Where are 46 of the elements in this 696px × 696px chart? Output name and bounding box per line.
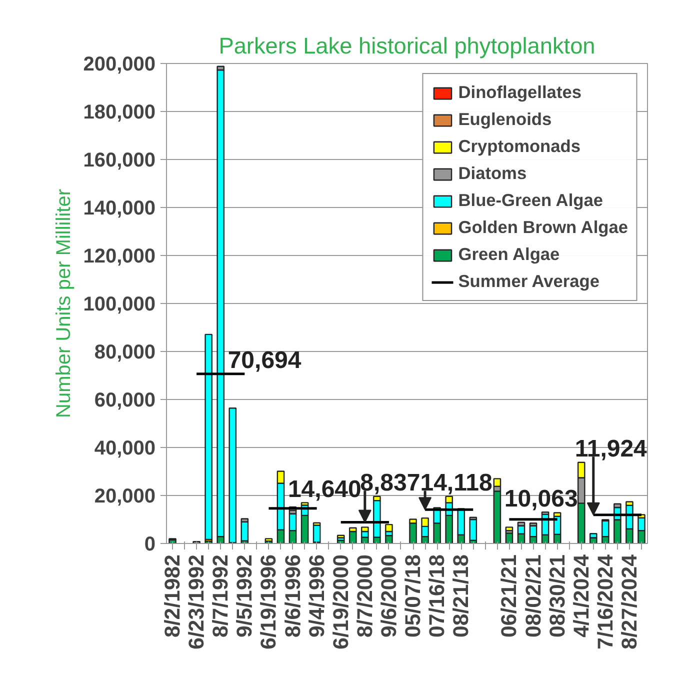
- legend-label: Dinoflagellates: [458, 82, 582, 103]
- x-tick-label: 08/21/18: [449, 554, 474, 638]
- chart-title: Parkers Lake historical phytoplankton: [218, 32, 596, 58]
- x-tick-label: 8/7/1992: [208, 554, 233, 638]
- legend-label: Diatoms: [458, 163, 527, 184]
- x-tick-label: 8/6/1996: [280, 554, 305, 638]
- x-tick-label: 4/1/2024: [569, 554, 594, 638]
- data-label: 10,063: [504, 485, 578, 512]
- legend-label: Cryptomonads: [458, 136, 581, 157]
- x-tick-label: 06/21/21: [497, 554, 522, 638]
- data-label: 14,118: [420, 470, 492, 497]
- x-tick-label: 6/19/1996: [256, 554, 281, 650]
- x-tick-label: 07/16/18: [425, 554, 450, 638]
- legend-label: Blue-Green Algae: [458, 190, 603, 211]
- data-label: 70,694: [228, 347, 302, 374]
- legend-label: Golden Brown Algae: [458, 217, 628, 238]
- y-tick-label: 40,000: [94, 438, 156, 460]
- data-label: 14,640: [288, 476, 362, 503]
- legend-label: Euglenoids: [458, 109, 552, 130]
- x-tick-label: 08/30/21: [545, 554, 570, 638]
- x-tick-label: 6/23/1992: [184, 554, 209, 650]
- x-tick-label: 08/02/21: [521, 554, 546, 638]
- y-tick-label: 20,000: [94, 486, 156, 508]
- y-axis-title: Number Units per Milliliter: [53, 188, 76, 418]
- y-tick-label: 180,000: [83, 102, 156, 124]
- y-tick-label: 80,000: [94, 342, 156, 364]
- legend-label: Green Algae: [458, 244, 560, 265]
- x-tick-label: 8/27/2024: [617, 554, 642, 650]
- legend-label: Summer Average: [458, 271, 600, 292]
- y-tick-label: 100,000: [83, 294, 156, 316]
- x-tick-label: 9/5/1992: [232, 554, 257, 638]
- y-tick-label: 120,000: [83, 246, 156, 268]
- data-label: 11,924: [574, 436, 648, 463]
- y-tick-label: 200,000: [83, 54, 156, 76]
- x-tick-label: 9/6/2000: [376, 554, 401, 638]
- y-tick-label: 160,000: [83, 150, 156, 172]
- x-tick-label: 8/2/1982: [160, 554, 185, 638]
- y-tick-label: 60,000: [94, 390, 156, 412]
- x-tick-label: 9/4/1996: [304, 554, 329, 638]
- x-tick-label: 6/19/2000: [328, 554, 353, 650]
- data-label: 8,837: [360, 470, 420, 497]
- x-tick-label: 7/16/2024: [593, 554, 618, 650]
- x-tick-label: 05/07/18: [401, 554, 426, 638]
- y-tick-label: 140,000: [83, 198, 156, 220]
- y-tick-label: 0: [144, 534, 156, 556]
- x-tick-label: 8/7/2000: [352, 554, 377, 638]
